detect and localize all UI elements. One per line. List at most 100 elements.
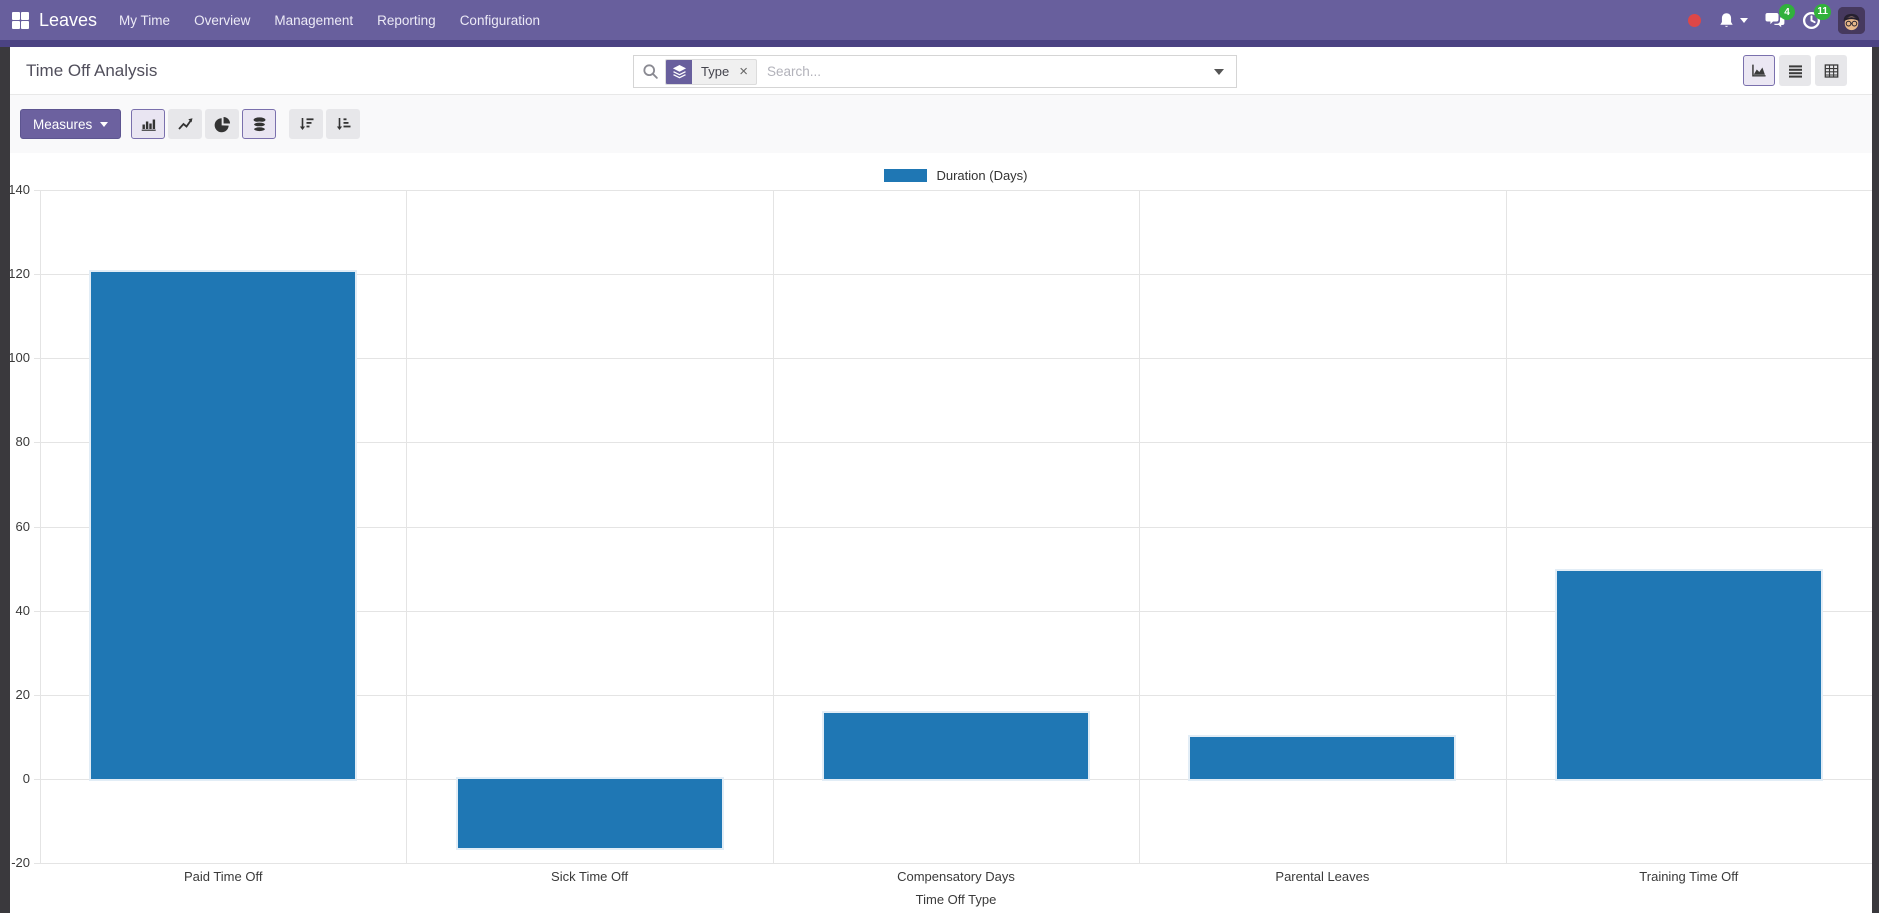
plot-area [34,190,1873,864]
y-tick-label-140: 140 [8,182,30,197]
y-tick-label-80: 80 [15,434,30,450]
h-gridline-0 [34,778,1872,780]
pie-chart-icon [214,116,230,132]
search-input[interactable]: Search... [766,64,821,79]
h-gridline-100 [34,358,1872,360]
apps-square [12,20,20,29]
chart-container: Duration (Days) 140 120 100 80 60 40 20 0 -20 Ti… [0,153,1879,913]
search-icon [643,64,658,79]
nav-item-configuration[interactable]: Configuration [459,12,540,28]
layers-icon [672,64,686,79]
legend-label: Duration (Days) [936,168,1028,183]
x-category-label-compensatory-days: Compensatory Days [897,869,1015,884]
measures-label: Measures [33,116,93,132]
v-gridline-0 [40,190,41,863]
x-category-label-training-time-off: Training Time Off [1639,869,1739,884]
view-graph-button[interactable] [1743,55,1775,86]
line-chart-button[interactable] [168,109,203,139]
view-pivot-button[interactable] [1815,55,1847,86]
facet-label: Type [701,64,730,79]
h-gridline-60 [34,526,1872,528]
y-tick-label-0: 0 [22,770,30,786]
measures-button[interactable]: Measures [20,109,122,139]
bar-paid-time-off[interactable] [91,272,356,779]
facet-category-box [666,59,692,84]
x-axis-title: Time Off Type [915,892,997,907]
control-panel-top: Time Off Analysis Type × Search... [0,47,1879,95]
x-category-label-paid-time-off: Paid Time Off [183,869,263,884]
facet-close-icon[interactable]: × [739,63,748,80]
activities-button[interactable]: 11 [1802,3,1831,30]
h-gridline--20 [34,863,1872,864]
top-navbar: Leaves My Time Overview Management Repor… [0,0,1879,40]
stacked-button[interactable] [242,109,277,139]
v-gridline-3 [1139,190,1141,863]
navbar-bottom-strip [0,40,1879,47]
y-tick-label-40: 40 [15,602,30,618]
x-category-label-sick-time-off: Sick Time Off [551,869,629,884]
caret-down-icon [1740,17,1748,23]
navbar-systray: 4 11 [1688,3,1865,34]
y-tick-label-100: 100 [8,350,30,366]
y-tick-label-60: 60 [15,518,30,534]
list-icon [1788,64,1802,78]
apps-square [12,11,20,20]
bell-icon [1720,12,1733,27]
apps-menu-icon[interactable] [12,11,29,29]
h-gridline-120 [34,274,1872,276]
clock-icon [1802,11,1821,29]
sort-ascending-button[interactable] [326,109,361,139]
h-gridline-20 [34,694,1872,696]
messages-count-badge: 4 [1779,4,1795,20]
view-list-button[interactable] [1779,55,1811,86]
user-avatar[interactable] [1838,6,1865,34]
apps-square [21,11,29,20]
caret-down-icon [100,121,109,127]
legend-swatch [884,169,928,182]
bar-chart-button[interactable] [131,109,166,139]
app-brand[interactable]: Leaves [39,9,98,30]
messages-button[interactable]: 4 [1765,4,1795,29]
h-gridline-80 [34,442,1872,444]
chart-legend[interactable]: Duration (Days) [40,168,1872,183]
search-bar[interactable]: Type × Search... [633,55,1237,88]
v-gridline-1 [406,190,408,863]
pie-chart-button[interactable] [205,109,240,139]
database-stack-icon [252,116,266,132]
window-edge-left [0,47,10,913]
x-category-label-parental-leaves: Parental Leaves [1275,869,1370,884]
search-dropdown-caret-icon[interactable] [1214,68,1224,75]
view-switcher [1743,55,1847,86]
sort-descending-button[interactable] [289,109,324,139]
control-panel-bottom: Measures [0,95,1879,153]
activities-count-badge: 11 [1814,3,1831,20]
bar-sick-time-off[interactable] [457,778,722,849]
v-gridline-2 [772,190,774,863]
bar-compensatory-days[interactable] [824,712,1088,779]
nav-item-overview[interactable]: Overview [194,12,251,28]
apps-square [21,20,29,29]
bar-parental-leaves[interactable] [1190,736,1455,779]
h-gridline-140 [34,190,1872,191]
nav-item-reporting[interactable]: Reporting [377,12,436,28]
notifications-button[interactable] [1718,12,1748,29]
bar-chart-icon [141,119,156,131]
page-title: Time Off Analysis [26,61,158,80]
nav-item-management[interactable]: Management [274,12,354,28]
h-gridline-40 [34,610,1872,612]
chart-toolbar: Measures [20,109,363,139]
pivot-table-icon [1824,63,1838,78]
record-status-icon [1688,13,1701,27]
bar-training-time-off[interactable] [1556,570,1821,779]
v-gridline-4 [1505,190,1507,863]
sort-amount-asc-icon [336,118,351,130]
line-chart-icon [178,118,193,130]
y-tick-label--20: -20 [11,855,30,870]
y-tick-label-120: 120 [8,266,30,282]
nav-item-my-time[interactable]: My Time [119,12,171,28]
chat-bubbles-icon [1765,13,1785,28]
y-tick-label-20: 20 [15,686,30,702]
avatar-face-icon [1838,6,1865,34]
window-edge-right [1872,47,1879,913]
